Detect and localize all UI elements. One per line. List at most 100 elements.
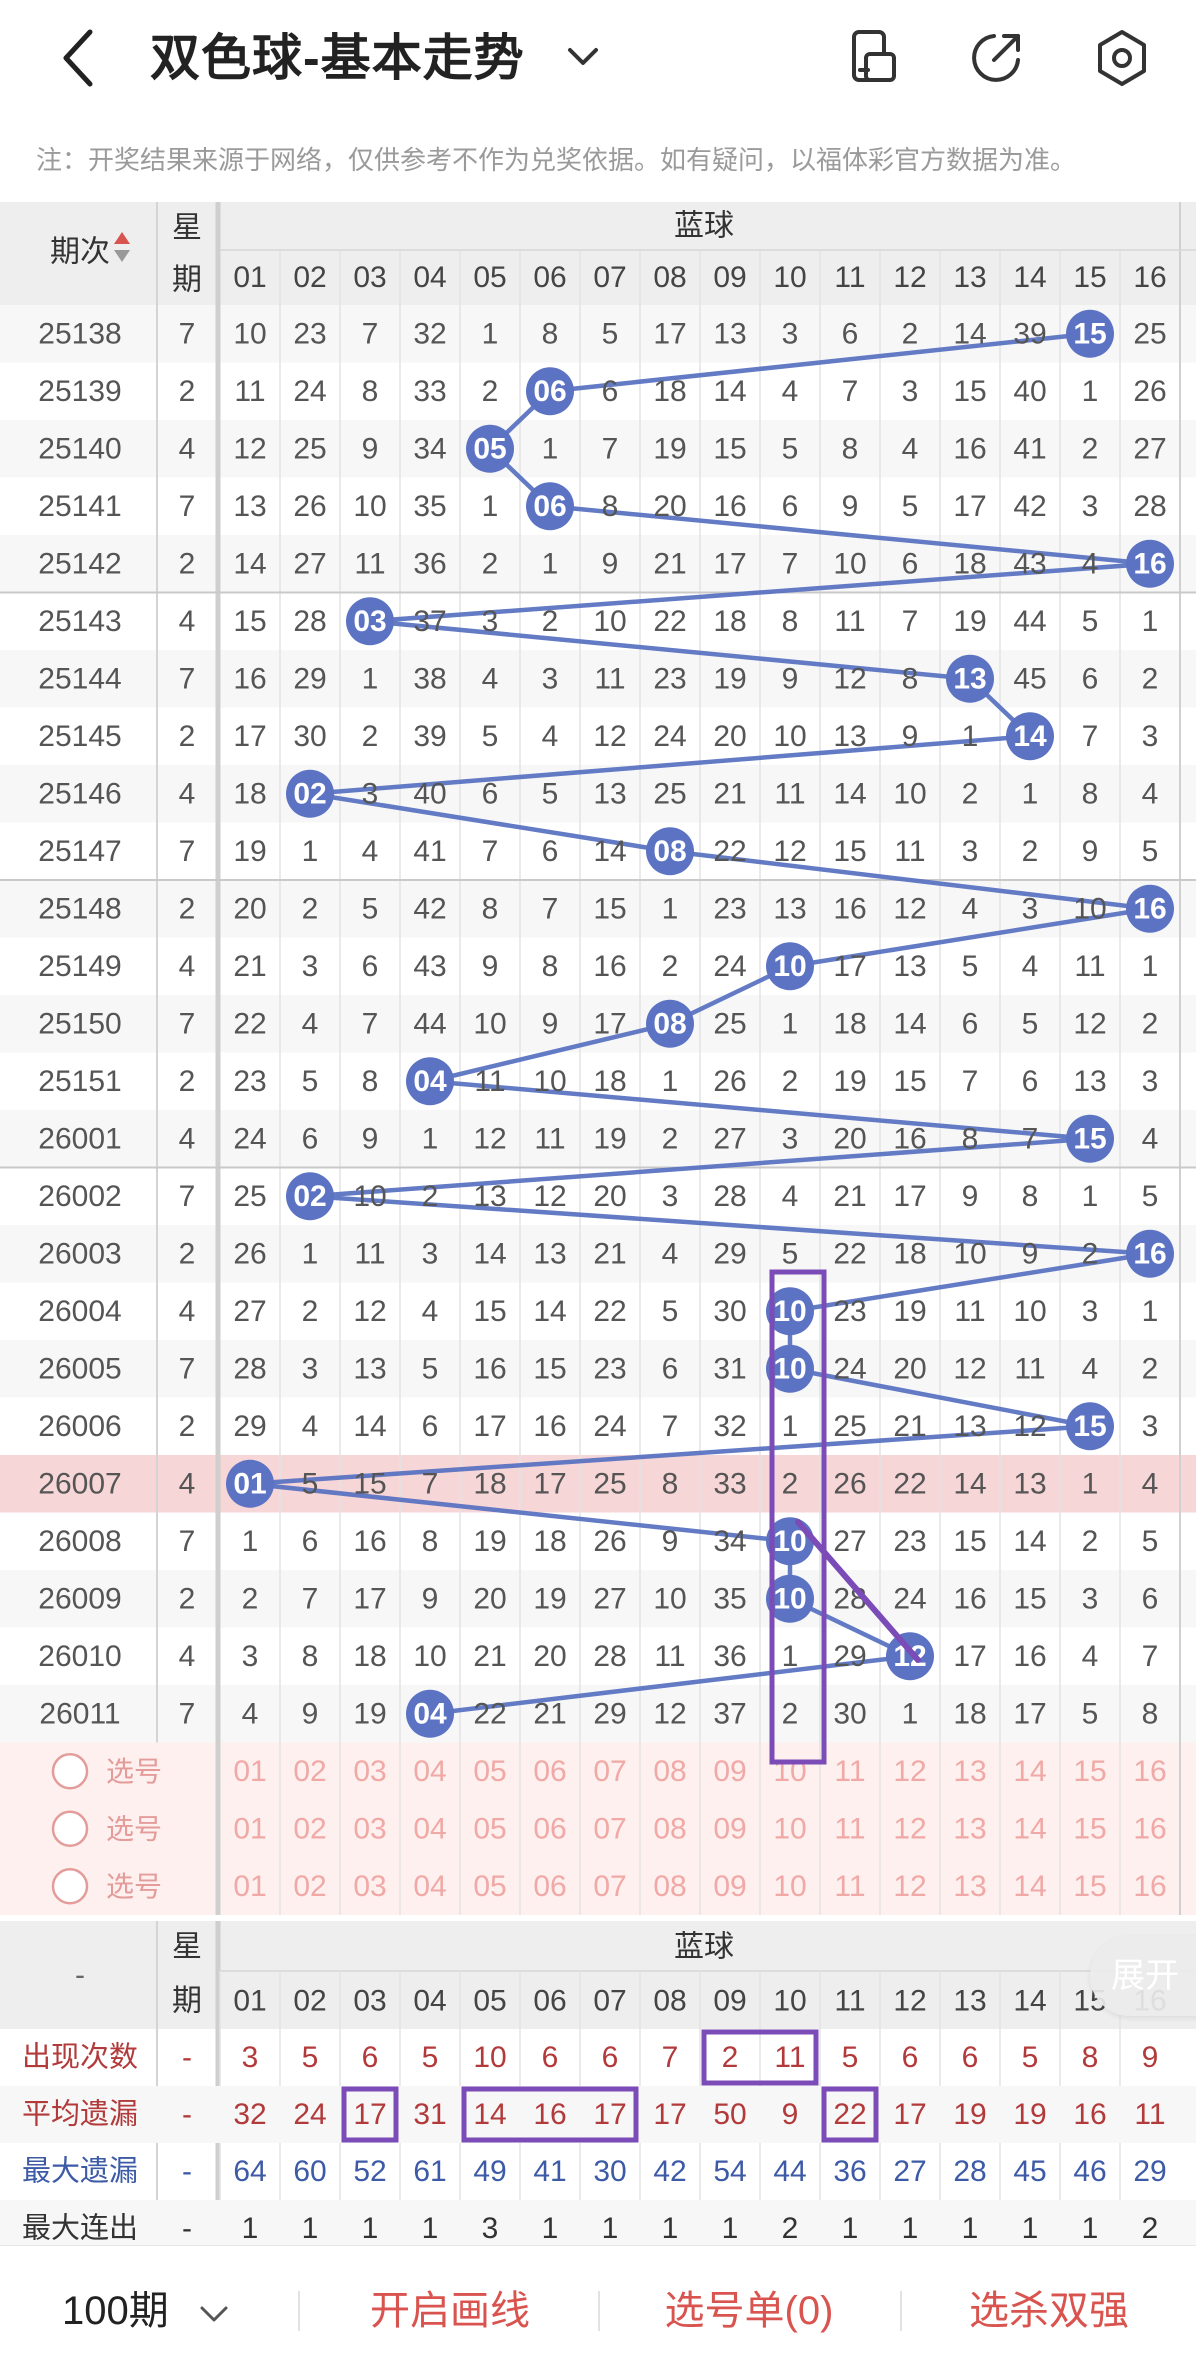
select-number[interactable]: 06 <box>533 1755 566 1788</box>
select-number[interactable]: 08 <box>653 1870 686 1903</box>
select-number[interactable]: 01 <box>233 1870 266 1903</box>
select-number[interactable]: 01 <box>233 1812 266 1845</box>
table-row[interactable] <box>0 937 1196 996</box>
sort-up-icon[interactable] <box>114 232 130 244</box>
table-row[interactable] <box>0 765 1196 823</box>
select-number[interactable]: 16 <box>1133 1755 1166 1788</box>
table-row[interactable] <box>0 1282 1196 1341</box>
back-arrow-icon[interactable] <box>52 24 106 92</box>
blue-ball[interactable] <box>526 482 574 531</box>
select-number[interactable]: 06 <box>533 1870 566 1903</box>
blue-ball[interactable] <box>286 1172 334 1221</box>
page-title[interactable]: 双色球-基本走势 <box>150 30 525 86</box>
table-row[interactable] <box>0 420 1196 478</box>
select-radio[interactable] <box>51 1868 89 1905</box>
selection-list-button[interactable]: 选号单(0) <box>664 2289 834 2333</box>
table-row[interactable] <box>0 1455 1196 1513</box>
table-row[interactable] <box>0 707 1196 766</box>
select-number[interactable]: 12 <box>893 1870 926 1903</box>
blue-ball[interactable] <box>766 1574 814 1623</box>
select-number[interactable]: 13 <box>953 1812 986 1845</box>
select-number[interactable]: 10 <box>773 1870 806 1903</box>
select-number[interactable]: 12 <box>893 1755 926 1788</box>
table-row[interactable] <box>0 1052 1196 1111</box>
select-radio[interactable] <box>51 1753 89 1790</box>
expand-button[interactable]: 展开 <box>1090 1936 1196 2016</box>
select-number[interactable]: 10 <box>773 1812 806 1845</box>
blue-ball[interactable] <box>946 654 994 703</box>
select-number[interactable]: 04 <box>413 1755 446 1788</box>
blue-ball[interactable] <box>526 367 574 416</box>
select-number[interactable]: 02 <box>293 1870 326 1903</box>
select-number[interactable]: 11 <box>834 1812 865 1845</box>
select-number[interactable]: 12 <box>893 1812 926 1845</box>
blue-ball[interactable] <box>886 1632 934 1681</box>
select-number[interactable]: 02 <box>293 1812 326 1845</box>
select-number[interactable]: 09 <box>713 1812 746 1845</box>
select-number[interactable]: 05 <box>473 1755 506 1788</box>
select-number[interactable]: 11 <box>834 1755 865 1788</box>
select-number[interactable]: 09 <box>713 1755 746 1788</box>
table-row[interactable] <box>0 362 1196 421</box>
blue-ball[interactable] <box>286 769 334 818</box>
blue-ball[interactable] <box>766 1344 814 1393</box>
blue-ball[interactable] <box>1066 1402 1114 1451</box>
draw-line-button[interactable]: 开启画线 <box>370 2289 530 2333</box>
blue-ball[interactable] <box>1006 712 1054 761</box>
blue-ball[interactable] <box>1066 1114 1114 1163</box>
select-number[interactable]: 04 <box>413 1870 446 1903</box>
blue-ball[interactable] <box>466 424 514 473</box>
select-number[interactable]: 07 <box>593 1870 626 1903</box>
blue-ball[interactable] <box>1126 539 1174 588</box>
blue-ball[interactable] <box>766 1287 814 1336</box>
select-number[interactable]: 14 <box>1013 1870 1046 1903</box>
select-number[interactable]: 03 <box>353 1812 386 1845</box>
table-row[interactable] <box>0 822 1196 881</box>
blue-ball[interactable] <box>346 597 394 646</box>
select-number[interactable]: 05 <box>473 1812 506 1845</box>
blue-ball[interactable] <box>1126 884 1174 933</box>
table-row[interactable] <box>0 1570 1196 1628</box>
select-number[interactable]: 07 <box>593 1812 626 1845</box>
blue-ball[interactable] <box>406 1057 454 1106</box>
select-number[interactable]: 08 <box>653 1755 686 1788</box>
select-number[interactable]: 14 <box>1013 1812 1046 1845</box>
select-number[interactable]: 05 <box>473 1870 506 1903</box>
select-number[interactable]: 03 <box>353 1755 386 1788</box>
blue-ball[interactable] <box>406 1689 454 1738</box>
table-row[interactable] <box>0 477 1196 536</box>
share-icon[interactable] <box>964 26 1028 90</box>
blue-ball[interactable] <box>1066 309 1114 358</box>
table-row[interactable] <box>0 305 1196 363</box>
select-number[interactable]: 04 <box>413 1812 446 1845</box>
kill-button[interactable]: 选杀双强 <box>969 2289 1129 2333</box>
table-row[interactable] <box>0 535 1196 593</box>
select-number[interactable]: 08 <box>653 1812 686 1845</box>
select-number[interactable]: 15 <box>1073 1870 1106 1903</box>
table-row[interactable] <box>0 1627 1196 1686</box>
table-row[interactable] <box>0 1110 1196 1168</box>
table-row[interactable] <box>0 592 1196 651</box>
select-number[interactable]: 01 <box>233 1755 266 1788</box>
select-number[interactable]: 07 <box>593 1755 626 1788</box>
table-row[interactable] <box>0 1225 1196 1283</box>
select-number[interactable]: 03 <box>353 1870 386 1903</box>
select-number[interactable]: 11 <box>834 1870 865 1903</box>
select-number[interactable]: 16 <box>1133 1870 1166 1903</box>
select-number[interactable]: 15 <box>1073 1812 1106 1845</box>
issue-header[interactable]: 期次 <box>50 236 110 269</box>
chevron-down-icon[interactable] <box>562 36 604 78</box>
blue-ball[interactable] <box>646 999 694 1048</box>
select-number[interactable]: 15 <box>1073 1755 1106 1788</box>
select-number[interactable]: 09 <box>713 1870 746 1903</box>
blue-ball[interactable] <box>766 942 814 991</box>
sort-down-icon[interactable] <box>114 250 130 262</box>
layout-switch-icon[interactable] <box>842 26 906 90</box>
blue-ball[interactable] <box>646 827 694 876</box>
select-number[interactable]: 16 <box>1133 1812 1166 1845</box>
select-number[interactable]: 13 <box>953 1870 986 1903</box>
select-number[interactable]: 02 <box>293 1755 326 1788</box>
periods-select[interactable]: 100期 <box>62 2246 242 2376</box>
select-number[interactable]: 13 <box>953 1755 986 1788</box>
select-number[interactable]: 06 <box>533 1812 566 1845</box>
